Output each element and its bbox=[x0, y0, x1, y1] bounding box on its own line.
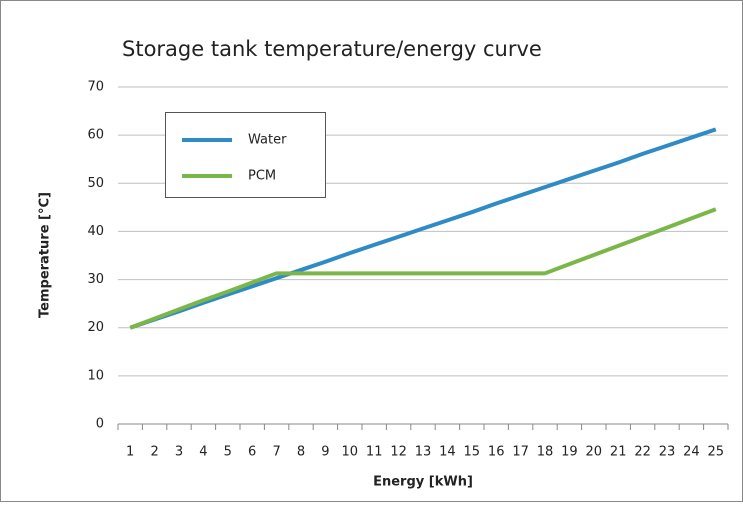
x-tick-label: 12 bbox=[390, 445, 407, 460]
y-axis-label: Temperature [°C] bbox=[38, 192, 53, 318]
series-line bbox=[129, 207, 717, 330]
x-tick-label: 14 bbox=[439, 445, 456, 460]
x-tick-label: 15 bbox=[464, 445, 481, 460]
chart-title: Storage tank temperature/energy curve bbox=[122, 37, 542, 61]
x-tick-label: 24 bbox=[683, 445, 700, 460]
x-tick-label: 3 bbox=[175, 445, 183, 460]
y-tick-label: 40 bbox=[87, 224, 104, 239]
x-tick-label: 8 bbox=[297, 445, 305, 460]
x-tick-label: 17 bbox=[512, 445, 529, 460]
x-axis-label: Energy [kWh] bbox=[373, 475, 473, 490]
legend-label: Water bbox=[248, 133, 287, 148]
x-tick-label: 16 bbox=[488, 445, 505, 460]
x-tick-label: 20 bbox=[586, 445, 603, 460]
x-tick-label: 2 bbox=[150, 445, 158, 460]
x-tick-label: 13 bbox=[415, 445, 432, 460]
x-tick-label: 19 bbox=[561, 445, 578, 460]
x-tick-label: 25 bbox=[708, 445, 725, 460]
x-tick-label: 10 bbox=[342, 445, 359, 460]
x-tick-label: 1 bbox=[126, 445, 134, 460]
y-tick-label: 10 bbox=[87, 368, 104, 383]
x-tick-label: 18 bbox=[537, 445, 554, 460]
x-tick-label: 4 bbox=[199, 445, 207, 460]
y-tick-label: 0 bbox=[96, 417, 104, 432]
x-tick-label: 21 bbox=[610, 445, 627, 460]
x-tick-label: 23 bbox=[659, 445, 676, 460]
x-tick-label: 11 bbox=[366, 445, 383, 460]
x-tick-label: 22 bbox=[634, 445, 651, 460]
legend: Water PCM bbox=[165, 112, 326, 198]
y-tick-label: 50 bbox=[87, 176, 104, 191]
y-tick-label: 30 bbox=[87, 272, 104, 287]
series-line bbox=[129, 127, 717, 330]
legend-label: PCM bbox=[248, 169, 276, 184]
x-tick-label: 5 bbox=[224, 445, 232, 460]
y-tick-label: 60 bbox=[87, 128, 104, 143]
y-tick-label: 70 bbox=[87, 80, 104, 95]
legend-box bbox=[165, 112, 326, 198]
x-tick-label: 7 bbox=[272, 445, 280, 460]
x-tick-label: 9 bbox=[321, 445, 329, 460]
y-tick-label: 20 bbox=[87, 320, 104, 335]
x-tick-label: 6 bbox=[248, 445, 256, 460]
